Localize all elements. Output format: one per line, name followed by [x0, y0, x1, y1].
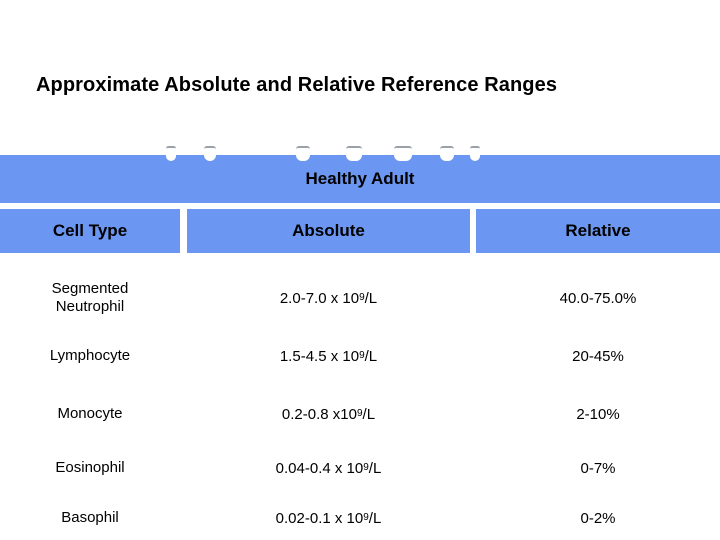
absolute-unit: /L [368, 509, 382, 527]
absolute-unit: /L [364, 347, 378, 365]
absolute-base: 2.0-7.0 x 10 [279, 289, 360, 307]
hidden-text-artifact [394, 146, 412, 161]
hidden-text-artifact [296, 146, 310, 161]
absolute-value: 0.2-0.8 x10 9/L [281, 405, 376, 423]
relative-value: 0-7% [580, 459, 616, 477]
cell-type-value: Segmented Neutrophil [51, 280, 129, 315]
absolute-base: 0.02-0.1 x 10 [275, 509, 364, 527]
cell-type-value: Basophil [61, 509, 119, 526]
absolute-unit: /L [362, 405, 376, 423]
absolute-base: 1.5-4.5 x 10 [279, 347, 360, 365]
absolute-base: 0.04-0.4 x 10 [275, 459, 364, 477]
absolute-value: 0.02-0.1 x 10 9/L [275, 509, 382, 527]
column-header-relative: Relative [476, 209, 720, 253]
absolute-value: 2.0-7.0 x 10 9/L [279, 289, 378, 307]
hidden-text-artifact [440, 146, 454, 161]
table-header-row: Cell Type Absolute Relative [0, 209, 720, 253]
table-banner-healthy-adult: Healthy Adult [0, 155, 720, 203]
relative-value: 20-45% [572, 347, 624, 365]
slide-title: Approximate Absolute and Relative Refere… [36, 74, 558, 96]
table-row: Segmented Neutrophil 2.0-7.0 x 10 9/L 40.… [0, 258, 720, 338]
table-row: Lymphocyte 1.5-4.5 x 10 9/L 20-45% [0, 338, 720, 374]
absolute-unit: /L [364, 289, 378, 307]
table-row: Basophil 0.02-0.1 x 10 9/L 0-2% [0, 500, 720, 536]
column-header-cell-type: Cell Type [0, 209, 180, 253]
absolute-value: 1.5-4.5 x 10 9/L [279, 347, 378, 365]
hidden-text-artifact [470, 146, 480, 161]
table-row: Eosinophil 0.04-0.4 x 10 9/L 0-7% [0, 450, 720, 486]
hidden-text-artifact [166, 146, 176, 161]
cell-type-value: Lymphocyte [49, 347, 131, 364]
absolute-unit: /L [368, 459, 382, 477]
relative-value: 2-10% [576, 405, 620, 423]
absolute-value: 0.04-0.4 x 10 9/L [275, 459, 382, 477]
column-header-absolute: Absolute [187, 209, 470, 253]
absolute-base: 0.2-0.8 x10 [281, 405, 357, 423]
hidden-text-artifact [346, 146, 362, 161]
cell-type-value: Monocyte [57, 405, 123, 422]
cell-type-value: Eosinophil [55, 459, 125, 476]
relative-value: 40.0-75.0% [559, 289, 637, 307]
hidden-text-artifact [204, 146, 216, 161]
relative-value: 0-2% [580, 509, 616, 527]
table-row: Monocyte 0.2-0.8 x10 9/L 2-10% [0, 396, 720, 432]
